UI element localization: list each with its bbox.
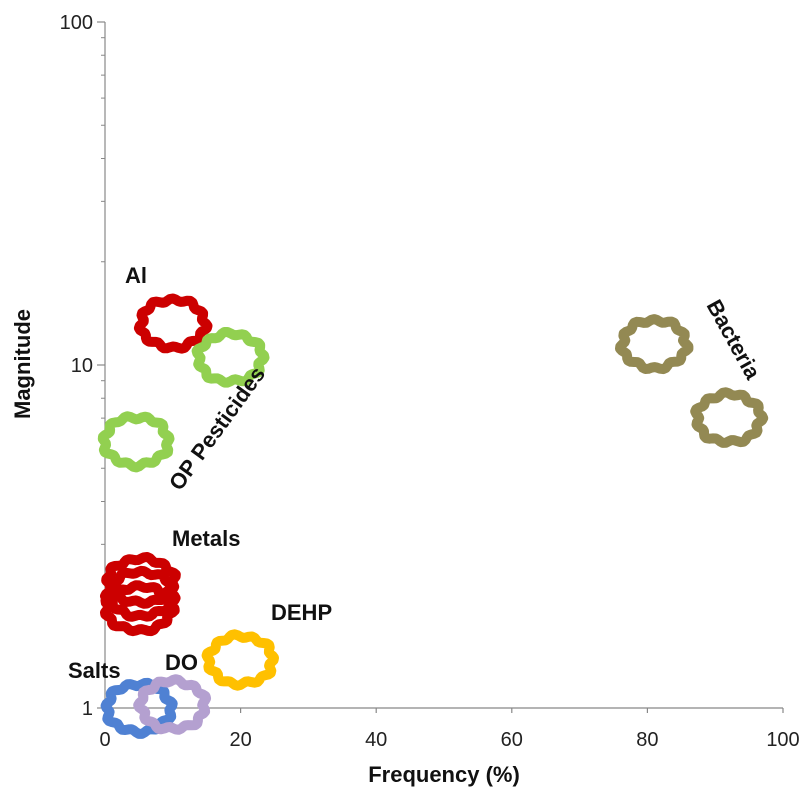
x-tick-label: 0 [99,729,110,751]
y-axis-title: Magnitude [10,309,35,419]
point-metals [101,552,181,609]
point-dehp [201,629,279,691]
x-tick-label: 60 [501,729,523,751]
point-bacteria [690,387,769,448]
label-al: Al [125,263,147,288]
x-tick-label: 20 [229,729,251,751]
y-tick-label: 100 [60,12,93,34]
label-salts: Salts [68,658,121,683]
x-tick-label: 100 [766,729,799,751]
tick-layer: 1 10 100 0 20 40 60 80 100 [60,12,800,751]
label-dehp: DEHP [271,600,332,625]
point-op-pesticides [97,411,175,473]
label-do: DO [165,650,198,675]
y-tick-label: 1 [82,698,93,720]
y-tick-label: 10 [71,355,93,377]
point-bacteria [615,314,694,375]
point-do [133,674,212,735]
x-tick-label: 80 [636,729,658,751]
label-metals: Metals [172,526,240,551]
point-al [133,293,213,354]
point-op-pesticides [191,327,270,388]
label-bacteria: Bacteria [702,295,766,384]
x-axis-title: Frequency (%) [368,762,520,787]
point-metals [100,580,180,637]
x-tick-label: 40 [365,729,387,751]
points-layer [97,293,769,739]
